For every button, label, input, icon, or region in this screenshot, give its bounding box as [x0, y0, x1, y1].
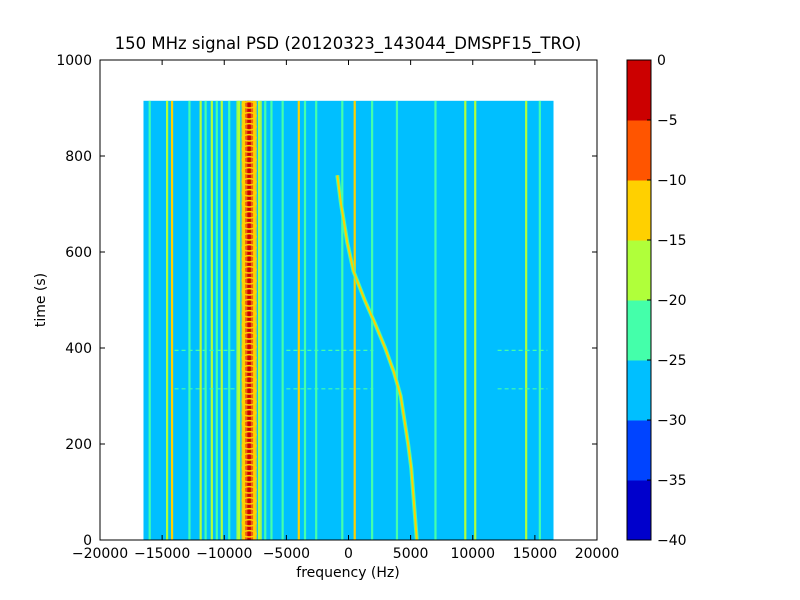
- carrier-modulation: [241, 100, 257, 109]
- colorbar-tick-label: 0: [657, 53, 666, 69]
- carrier-modulation: [241, 375, 257, 384]
- carrier-modulation: [241, 232, 257, 241]
- y-tick-label: 200: [65, 437, 92, 453]
- carrier-modulation: [241, 496, 257, 505]
- carrier-modulation: [241, 177, 257, 186]
- y-tick-label: 600: [65, 245, 92, 261]
- y-tick-label: 0: [83, 533, 92, 549]
- x-tick-label: −20000: [72, 546, 128, 562]
- carrier-modulation: [241, 320, 257, 329]
- carrier-modulation: [241, 419, 257, 428]
- carrier-modulation: [241, 166, 257, 175]
- carrier-modulation: [241, 144, 257, 153]
- colorbar-segment: [627, 60, 651, 121]
- chart-title: 150 MHz signal PSD (20120323_143044_DMSP…: [115, 34, 582, 54]
- colorbar-tick-label: −20: [657, 293, 687, 309]
- x-tick-label: 15000: [513, 546, 558, 562]
- x-tick-label: −5000: [263, 546, 310, 562]
- colorbar-tick-label: −25: [657, 353, 687, 369]
- carrier-modulation: [241, 342, 257, 351]
- colorbar-segment: [627, 420, 651, 481]
- x-axis-ticks: −20000 −15000 −10000 −5000 0 5000 10000 15000 20…: [72, 60, 619, 562]
- carrier-modulation: [241, 199, 257, 208]
- y-tick-label: 400: [65, 341, 92, 357]
- colorbar-tick-label: −40: [657, 533, 687, 549]
- carrier-modulation: [241, 155, 257, 164]
- carrier-modulation: [241, 408, 257, 417]
- carrier-modulation: [241, 507, 257, 516]
- carrier-modulation: [241, 276, 257, 285]
- colorbar-segment: [627, 300, 651, 361]
- x-tick-label: 20000: [575, 546, 620, 562]
- x-tick-label: 10000: [450, 546, 495, 562]
- carrier-modulation: [241, 243, 257, 252]
- carrier-modulation: [241, 122, 257, 131]
- carrier-modulation: [241, 364, 257, 373]
- colorbar: −40 −35 −30 −25 −20 −15 −10 −5 0: [626, 53, 687, 549]
- carrier-modulation: [241, 188, 257, 197]
- carrier-modulation: [241, 518, 257, 527]
- x-tick-label: 0: [344, 546, 353, 562]
- carrier-modulation: [241, 287, 257, 296]
- carrier-modulation: [241, 430, 257, 439]
- y-tick-label: 1000: [56, 53, 92, 69]
- y-axis-label: time (s): [33, 273, 49, 327]
- x-tick-label: −10000: [196, 546, 252, 562]
- carrier-modulation: [241, 298, 257, 307]
- x-tick-label: 5000: [393, 546, 429, 562]
- carrier-modulation: [241, 111, 257, 120]
- colorbar-segment: [627, 180, 651, 241]
- carrier-modulation: [241, 254, 257, 263]
- carrier-modulation: [241, 210, 257, 219]
- colorbar-segment: [627, 360, 651, 421]
- x-tick-label: −15000: [134, 546, 190, 562]
- x-axis-label: frequency (Hz): [296, 565, 399, 581]
- carrier-modulation: [241, 397, 257, 406]
- colorbar-tick-label: −10: [657, 173, 687, 189]
- carrier-modulation: [241, 353, 257, 362]
- colorbar-segment: [627, 120, 651, 181]
- colorbar-tick-label: −15: [657, 233, 687, 249]
- colorbar-tick-label: −30: [657, 413, 687, 429]
- plot-area: [99, 59, 598, 541]
- carrier-modulation: [241, 309, 257, 318]
- carrier-modulation: [241, 331, 257, 340]
- carrier-modulation: [241, 529, 257, 538]
- carrier-modulation: [241, 452, 257, 461]
- carrier-modulation: [241, 133, 257, 142]
- carrier-modulation: [241, 474, 257, 483]
- carrier-modulation: [241, 441, 257, 450]
- carrier-modulation: [241, 265, 257, 274]
- doppler-curve: [336, 175, 418, 541]
- carrier-modulation: [241, 485, 257, 494]
- colorbar-tick-label: −5: [657, 113, 678, 129]
- carrier-modulation: [241, 221, 257, 230]
- carrier-modulation: [241, 463, 257, 472]
- y-tick-label: 800: [65, 149, 92, 165]
- colorbar-tick-label: −35: [657, 473, 687, 489]
- y-axis-ticks: 0 200 400 600 800 1000: [56, 53, 597, 549]
- colorbar-segment: [627, 240, 651, 301]
- carrier-modulation: [241, 386, 257, 395]
- heatmap-layer: [148, 100, 548, 541]
- colorbar-segment: [627, 480, 651, 541]
